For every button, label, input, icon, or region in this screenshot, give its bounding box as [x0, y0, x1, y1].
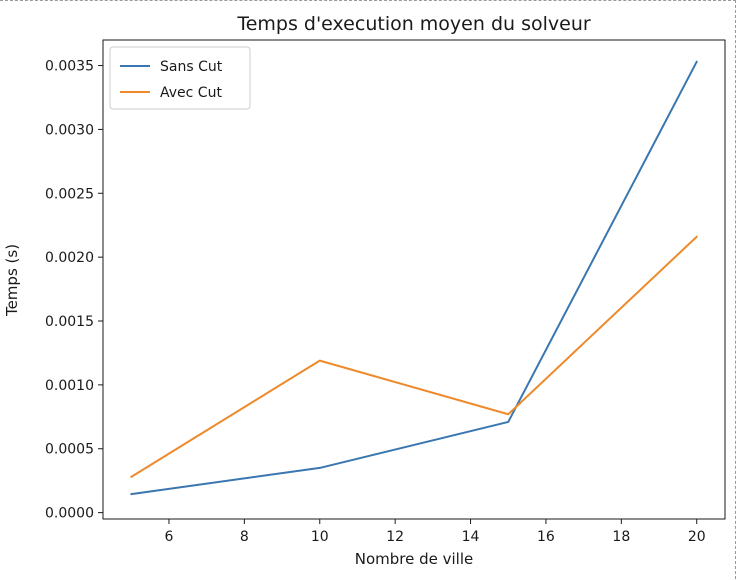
- series-line-sans-cut: [130, 60, 698, 496]
- y-tick-label: 0.0015: [45, 314, 94, 330]
- y-tick-label: 0.0035: [45, 59, 94, 75]
- x-axis: 6 8 10 12 14 16 18 20: [165, 519, 706, 545]
- y-axis: 0.0000 0.0005 0.0010 0.0015 0.0020 0.0025 0.00…: [45, 59, 103, 522]
- legend-label: Avec Cut: [160, 85, 222, 101]
- y-tick-label: 0.0020: [45, 250, 94, 266]
- x-tick-label: 8: [240, 529, 249, 545]
- x-tick-label: 20: [688, 529, 706, 545]
- plot-area: [102, 39, 726, 520]
- y-tick-label: 0.0000: [45, 506, 94, 522]
- x-tick-label: 12: [386, 529, 404, 545]
- y-tick-label: 0.0030: [45, 122, 94, 138]
- legend: Sans Cut Avec Cut: [109, 46, 251, 110]
- y-tick-label: 0.0005: [45, 442, 94, 458]
- y-tick-label: 0.0010: [45, 378, 94, 394]
- y-axis-title: Temps (s): [3, 244, 21, 317]
- legend-box: [109, 46, 251, 110]
- x-tick-label: 18: [612, 529, 630, 545]
- legend-label: Sans Cut: [160, 59, 223, 75]
- chart-title: Temps d'execution moyen du solveur: [236, 13, 591, 35]
- x-tick-label: 14: [462, 529, 480, 545]
- series-lines: [130, 60, 698, 496]
- x-tick-label: 10: [311, 529, 329, 545]
- y-tick-label: 0.0025: [45, 186, 94, 202]
- x-tick-label: 16: [537, 529, 555, 545]
- series-line-avec-cut: [130, 235, 698, 478]
- x-tick-label: 6: [165, 529, 174, 545]
- x-axis-title: Nombre de ville: [355, 550, 474, 568]
